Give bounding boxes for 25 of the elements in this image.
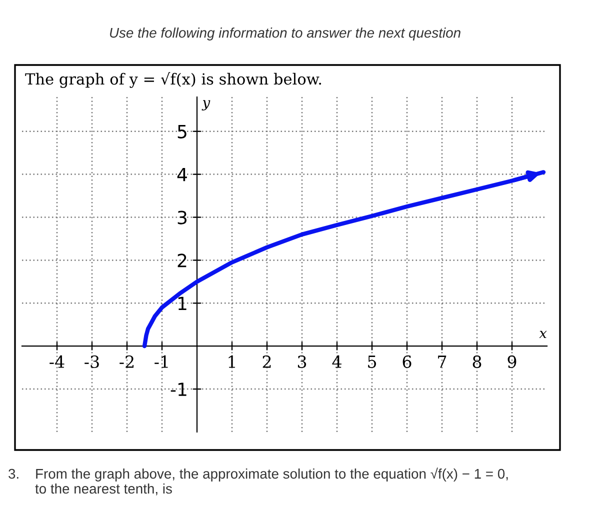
text: 3. From the graph above, the approximate solution to the equation √f(x) − 1 = 0, to the nearest tenth, is	[8, 468, 508, 496]
x-tick-label: -2	[120, 355, 134, 368]
x-tick-label: 6	[402, 355, 412, 368]
chart-title: Use the following information to answer the next question	[110, 28, 460, 40]
x-tick-label: 5	[368, 356, 376, 368]
y-axis-title: y	[202, 100, 210, 110]
x-tick-label: 2	[262, 355, 271, 368]
y-tick-label: 2	[178, 254, 186, 268]
x-tick-label: 8	[472, 355, 482, 368]
x-tick-label: -1	[154, 355, 168, 368]
chart-subtitle: The graph of y = √f(x) is shown below.	[25, 72, 322, 88]
x-tick-label: 1	[228, 355, 235, 368]
y-tick-label: -1	[170, 382, 186, 396]
y-tick-label: 4	[177, 168, 187, 182]
x-tick-label: 3	[298, 355, 306, 368]
y-tick-label: 5	[178, 125, 186, 138]
line-series	[142, 170, 546, 348]
x-tick-label: -3	[84, 355, 99, 368]
x-tick-label: 4	[332, 355, 342, 368]
x-axis-title: x	[539, 330, 547, 338]
x-tick-label: 7	[438, 356, 446, 368]
x-tick-label: 9	[508, 355, 516, 368]
y-tick-label: 1	[178, 296, 186, 310]
x-tick-label: -4	[50, 355, 64, 368]
y-tick-label: 3	[178, 210, 187, 224]
